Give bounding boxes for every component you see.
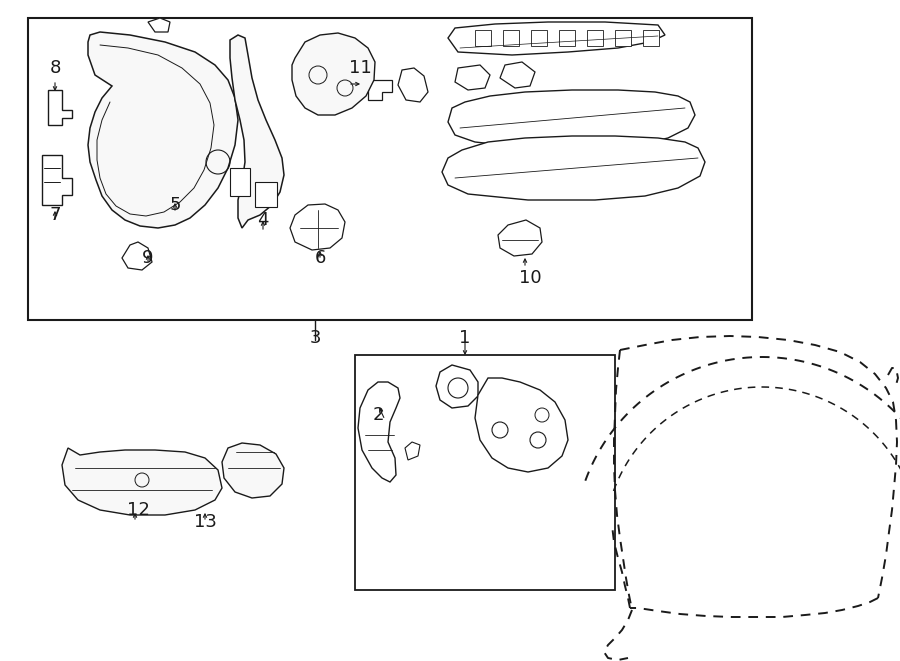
Text: 13: 13	[194, 513, 216, 531]
Polygon shape	[122, 242, 152, 270]
Polygon shape	[448, 22, 665, 55]
Bar	[28, 18, 752, 320]
Text: 6: 6	[314, 249, 326, 267]
Polygon shape	[500, 62, 535, 88]
Bar	[255, 182, 277, 207]
Polygon shape	[230, 35, 284, 228]
Text: 12: 12	[127, 501, 149, 519]
Text: 7: 7	[50, 206, 61, 224]
Bar	[531, 30, 547, 46]
Polygon shape	[292, 33, 375, 115]
Polygon shape	[62, 448, 222, 515]
Bar	[615, 30, 631, 46]
Polygon shape	[498, 220, 542, 256]
Polygon shape	[148, 18, 170, 32]
Bar	[230, 168, 250, 196]
Text: 9: 9	[142, 249, 154, 267]
Polygon shape	[436, 365, 478, 408]
Bar	[355, 355, 615, 590]
Polygon shape	[368, 80, 392, 100]
Polygon shape	[455, 65, 490, 90]
Text: 8: 8	[50, 59, 60, 77]
Bar	[643, 30, 659, 46]
Polygon shape	[88, 32, 238, 228]
Text: 11: 11	[348, 59, 372, 77]
Polygon shape	[475, 378, 568, 472]
Text: 1: 1	[459, 329, 471, 347]
Bar	[475, 30, 491, 46]
Polygon shape	[448, 90, 695, 148]
Bar	[587, 30, 603, 46]
Polygon shape	[42, 155, 72, 205]
Polygon shape	[290, 204, 345, 250]
Polygon shape	[358, 382, 400, 482]
Bar	[559, 30, 575, 46]
Text: 3: 3	[310, 329, 320, 347]
Polygon shape	[442, 136, 705, 200]
Polygon shape	[398, 68, 428, 102]
Polygon shape	[48, 90, 72, 125]
Text: 2: 2	[373, 406, 383, 424]
Text: 5: 5	[169, 196, 181, 214]
Polygon shape	[405, 442, 420, 460]
Text: 4: 4	[257, 211, 269, 229]
Polygon shape	[222, 443, 284, 498]
Bar	[503, 30, 519, 46]
Text: 10: 10	[518, 269, 541, 287]
